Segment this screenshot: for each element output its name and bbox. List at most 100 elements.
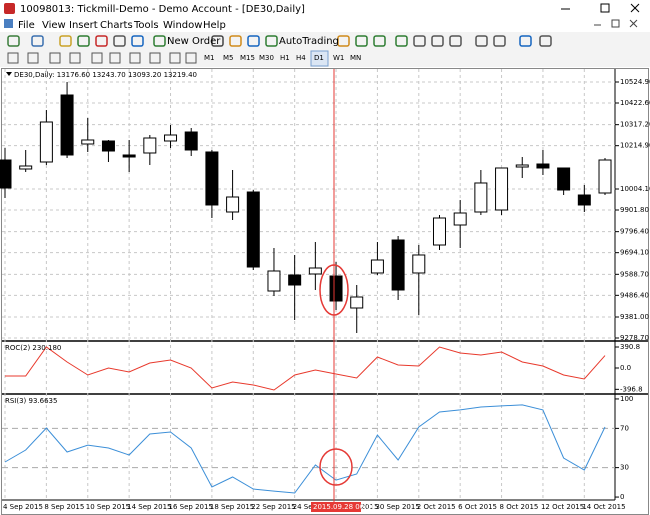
x-tick-label: 12 Oct 2015 xyxy=(541,503,584,511)
toolbar-icon[interactable] xyxy=(247,35,260,47)
candle-body xyxy=(60,94,74,156)
candle-body xyxy=(39,121,53,163)
timeframe-pressed xyxy=(310,50,329,67)
timeframe-button[interactable]: H1 xyxy=(280,54,290,62)
menu-item[interactable]: View xyxy=(42,20,66,31)
toolbar-icon[interactable] xyxy=(59,35,72,47)
y-tick-label: 9694.10 xyxy=(620,249,649,257)
candle-body xyxy=(226,196,240,213)
candle-body xyxy=(598,159,612,194)
toolbar-icon[interactable] xyxy=(431,35,444,47)
annotation-ellipse xyxy=(319,448,353,486)
candle-body xyxy=(267,270,281,292)
y-tick-label: 10214.90 xyxy=(620,142,650,150)
y-tick-label: 9486.40 xyxy=(620,291,649,299)
toolbar-icon[interactable] xyxy=(265,35,278,47)
toolbar-icon[interactable] xyxy=(337,35,350,47)
y-tick-label: 0.0 xyxy=(620,364,631,372)
y-tick-label: 10422.60 xyxy=(620,99,650,107)
x-tick-label: 14 Oct 2015 xyxy=(582,503,625,511)
candle-body xyxy=(205,151,219,206)
autotrading-button[interactable]: AutoTrading xyxy=(279,36,339,47)
tool-icon[interactable] xyxy=(169,52,181,64)
toolbar-icon[interactable] xyxy=(355,35,368,47)
tool-icon[interactable] xyxy=(149,52,161,64)
tool-icon[interactable] xyxy=(109,52,121,64)
y-tick-label: 10004.10 xyxy=(620,185,650,193)
menu-item[interactable]: File xyxy=(18,20,35,31)
toolbar-icon[interactable] xyxy=(131,35,144,47)
tool-icon[interactable] xyxy=(49,52,61,64)
toolbar-icon[interactable] xyxy=(95,35,108,47)
menu-bar xyxy=(0,17,650,32)
candle-body xyxy=(536,163,550,169)
toolbar-icon[interactable] xyxy=(77,35,90,47)
tool-icon[interactable] xyxy=(185,52,197,64)
candle-body xyxy=(19,165,33,170)
tool-icon[interactable] xyxy=(7,52,19,64)
menu-item[interactable]: Charts xyxy=(100,20,133,31)
candle-body xyxy=(164,134,178,142)
window-title: 10098013: Tickmill-Demo - Demo Account -… xyxy=(20,4,305,15)
crosshair-label: 2015.09.28 00:00 xyxy=(313,503,375,511)
timeframe-button[interactable]: W1 xyxy=(333,54,344,62)
toolbar-icon[interactable] xyxy=(31,35,44,47)
timeframe-button[interactable]: MN xyxy=(350,54,361,62)
x-tick-label: 6 Oct 2015 xyxy=(458,503,497,511)
menu-item[interactable]: Tools xyxy=(133,20,159,31)
candle-body xyxy=(329,275,343,302)
app-icon xyxy=(4,3,15,14)
toolbar-icon[interactable] xyxy=(519,35,532,47)
y-tick-label: 70 xyxy=(620,424,629,432)
x-tick-label: 10 Sep 2015 xyxy=(86,503,130,511)
y-tick-label: 9901.80 xyxy=(620,206,649,214)
candle-body xyxy=(101,140,115,152)
menu-item[interactable]: Window xyxy=(163,20,202,31)
timeframe-button[interactable]: D1 xyxy=(314,54,324,62)
tool-icon[interactable] xyxy=(91,52,103,64)
candle-body xyxy=(432,217,446,246)
tool-icon[interactable] xyxy=(129,52,141,64)
timeframe-button[interactable]: H4 xyxy=(296,54,306,62)
mdi-controls[interactable] xyxy=(594,19,638,28)
candle-body xyxy=(495,167,509,211)
toolbar-icon[interactable] xyxy=(493,35,506,47)
timeframe-button[interactable]: M30 xyxy=(259,54,274,62)
toolbar-icon[interactable] xyxy=(413,35,426,47)
toolbar-icon[interactable] xyxy=(211,35,224,47)
annotation-ellipse xyxy=(319,264,349,316)
toolbar-icon[interactable] xyxy=(539,35,552,47)
chart-header: DE30,Daily: 13176.60 13243.70 13093.20 1… xyxy=(14,71,197,79)
menu-item[interactable]: Insert xyxy=(69,20,98,31)
toolbar-icon[interactable] xyxy=(7,35,20,47)
toolbar-icon[interactable] xyxy=(449,35,462,47)
candle-body xyxy=(246,191,260,268)
toolbar-icon[interactable] xyxy=(113,35,126,47)
toolbar-icon[interactable] xyxy=(153,35,166,47)
chart-menu-arrow xyxy=(6,72,12,76)
tool-icon[interactable] xyxy=(27,52,39,64)
tool-icon[interactable] xyxy=(69,52,81,64)
menu-item[interactable]: Help xyxy=(203,20,226,31)
toolbar-icon[interactable] xyxy=(475,35,488,47)
x-tick-label: 16 Sep 2015 xyxy=(169,503,213,511)
title-bar xyxy=(0,0,650,17)
timeframe-button[interactable]: M15 xyxy=(240,54,255,62)
x-tick-label: 22 Sep 2015 xyxy=(251,503,295,511)
roc-header: ROC(2) 230.180 xyxy=(5,344,61,352)
candle-body xyxy=(557,167,571,191)
window-controls[interactable] xyxy=(561,3,640,13)
timeframe-button[interactable]: M1 xyxy=(204,54,215,62)
toolbar-icon[interactable] xyxy=(229,35,242,47)
candle-body xyxy=(370,259,384,274)
y-tick-label: 30 xyxy=(620,464,629,472)
toolbar-icon[interactable] xyxy=(373,35,386,47)
toolbar-icon[interactable] xyxy=(395,35,408,47)
y-tick-label: 0 xyxy=(620,493,624,501)
timeframe-button[interactable]: M5 xyxy=(223,54,234,62)
new-order-button[interactable]: New Order xyxy=(167,36,221,47)
crosshair-label-box xyxy=(311,502,361,512)
y-tick-label: 390.8 xyxy=(620,343,640,351)
candle-body xyxy=(288,274,302,286)
x-tick-label: 2 Oct 2015 xyxy=(417,503,456,511)
